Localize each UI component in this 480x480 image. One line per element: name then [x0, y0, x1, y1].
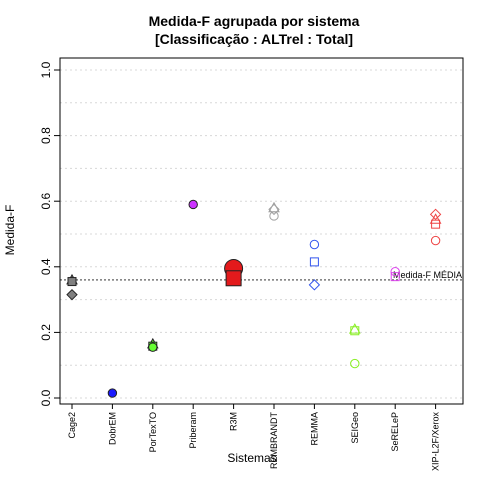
x-tick-label: SeRELeP [390, 412, 400, 452]
data-point-circle [390, 267, 400, 277]
grid [60, 69, 463, 399]
data-point-circle [269, 211, 279, 221]
data-point-square [67, 277, 77, 287]
y-tick-label: 0.2 [39, 324, 53, 341]
x-axis: Cage2 DobrEM PorTexTO Priberam R3M REMBRANDT R… [67, 404, 441, 471]
x-tick-label: Priberam [188, 412, 198, 449]
x-tick-label: REMMA [309, 412, 319, 446]
data-point-diamond [308, 279, 321, 291]
x-tick-label: R3M [229, 412, 239, 431]
y-tick-label: 0.6 [39, 193, 53, 210]
data-point-diamond [66, 288, 78, 301]
data-point-square [390, 272, 400, 282]
reference-line-group: Medida-F MÉDIA [60, 270, 463, 281]
data-point-circle [309, 239, 320, 250]
y-axis: 0.0 0.2 0.4 0.6 0.8 1.0 [39, 61, 60, 406]
chart-title-line1: Medida-F agrupada por sistema [149, 13, 360, 29]
data-point-circle [188, 199, 198, 210]
x-tick-label: PorTexTO [148, 412, 158, 452]
data-point-diamond [268, 203, 280, 216]
x-tick-label: REMBRANDT [269, 412, 279, 470]
y-tick-label: 0.4 [39, 258, 53, 275]
plot-frame [59, 57, 464, 405]
data-point-circle [430, 235, 441, 246]
data-point-diamond [429, 208, 442, 221]
data-point-square [431, 219, 441, 229]
data-point-triangle [348, 323, 361, 334]
reference-line-label: Medida-F MÉDIA [393, 270, 462, 280]
y-axis-label: Medida-F [3, 205, 17, 256]
data-point-square [309, 257, 319, 267]
data-point-circle [148, 342, 158, 352]
y-tick-label: 1.0 [39, 61, 53, 78]
x-axis-label: Sistemas [227, 451, 276, 465]
x-tick-label: DobrEM [107, 412, 117, 445]
data-point-circle [350, 358, 360, 369]
x-tick-label: Cage2 [67, 412, 77, 439]
x-tick-label: XIP-L2F/Xerox [431, 412, 441, 472]
data-point-triangle [429, 213, 442, 224]
chart-title-line2: [Classificação : ALTrel : Total] [155, 31, 353, 47]
data-point-circle [107, 388, 118, 398]
data-points [66, 199, 442, 398]
data-point-square [350, 326, 360, 336]
data-point-square [225, 270, 242, 287]
y-tick-label: 0.8 [39, 127, 53, 144]
x-tick-label: SEIGeo [350, 412, 360, 444]
y-tick-label: 0.0 [39, 389, 53, 406]
